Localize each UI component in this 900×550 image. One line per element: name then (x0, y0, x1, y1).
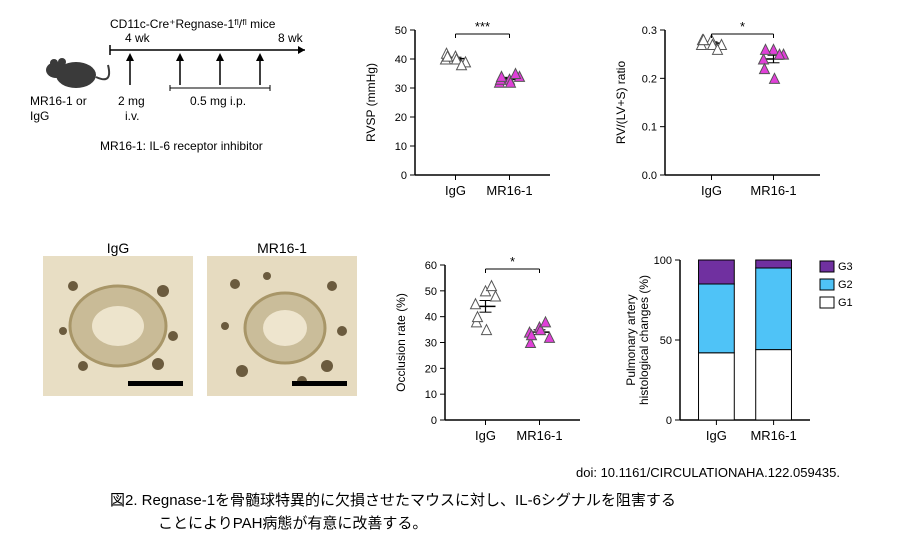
svg-text:0: 0 (401, 170, 407, 182)
svg-text:G3: G3 (838, 261, 853, 273)
svg-text:20: 20 (425, 363, 437, 375)
svg-text:0: 0 (666, 415, 672, 427)
svg-text:IgG: IgG (475, 428, 496, 443)
schematic-title: CD11c-Cre⁺Regnase-1ᶠˡ/ᶠˡ mice (110, 17, 276, 31)
histology-label-igg: IgG (40, 240, 196, 256)
svg-text:IgG: IgG (445, 183, 466, 198)
svg-text:50: 50 (660, 335, 672, 347)
svg-text:MR16-1: MR16-1 (516, 428, 562, 443)
doi-text: doi: 10.1161/CIRCULATIONAHA.122.059435. (576, 465, 840, 480)
dose1-2: i.v. (125, 109, 139, 123)
histology-image-igg (43, 256, 193, 396)
treatment-label-2: IgG (30, 109, 49, 123)
histology-panel: IgG MR16-1 (40, 240, 360, 401)
svg-text:Occlusion rate (%): Occlusion rate (%) (394, 293, 408, 392)
svg-text:MR16-1: MR16-1 (750, 183, 796, 198)
svg-text:G1: G1 (838, 297, 853, 309)
svg-text:G2: G2 (838, 279, 853, 291)
dose-arrows (126, 53, 264, 85)
svg-text:0.3: 0.3 (642, 25, 657, 37)
svg-text:histological changes (%): histological changes (%) (637, 275, 651, 405)
histology-label-mr16: MR16-1 (204, 240, 360, 256)
histology-image-mr16 (207, 256, 357, 396)
svg-text:40: 40 (395, 54, 407, 66)
time-4wk: 4 wk (125, 31, 151, 45)
svg-text:0.0: 0.0 (642, 170, 657, 182)
svg-text:MR16-1: MR16-1 (486, 183, 532, 198)
svg-text:0.2: 0.2 (642, 73, 657, 85)
schematic-note: MR16-1: IL-6 receptor inhibitor (100, 139, 263, 153)
dose2: 0.5 mg i.p. (190, 94, 246, 108)
svg-text:RV/(LV+S) ratio: RV/(LV+S) ratio (614, 61, 628, 145)
svg-text:MR16-1: MR16-1 (750, 428, 796, 443)
svg-text:100: 100 (654, 255, 672, 267)
svg-text:0.1: 0.1 (642, 122, 657, 134)
dose1-1: 2 mg (118, 94, 145, 108)
treatment-label-1: MR16-1 or (30, 94, 87, 108)
mouse-icon (46, 58, 109, 88)
svg-text:IgG: IgG (701, 183, 722, 198)
svg-text:RVSP (mmHg): RVSP (mmHg) (364, 63, 378, 142)
svg-text:*: * (740, 19, 745, 34)
svg-text:60: 60 (425, 260, 437, 272)
occlusion-chart: 0 10 20 30 40 50 60 Occlusion rate (%) IgG MR16-1… (390, 245, 590, 455)
figure-caption: 図2. Regnase-1を骨髄球特異的に欠損させたマウスに対し、IL-6シグナ… (110, 490, 676, 535)
svg-text:30: 30 (425, 338, 437, 350)
rvsp-chart: 0 10 20 30 40 50 RVSP (mmHg) IgG MR16-1 *** (360, 10, 560, 210)
svg-text:10: 10 (395, 141, 407, 153)
svg-text:30: 30 (395, 83, 407, 95)
svg-text:0: 0 (431, 415, 437, 427)
svg-text:50: 50 (425, 286, 437, 298)
caption-line2: ことによりPAH病態が有意に改善する。 (110, 513, 676, 536)
caption-line1: 図2. Regnase-1を骨髄球特異的に欠損させたマウスに対し、IL-6シグナ… (110, 490, 676, 513)
rvratio-chart: 0.0 0.1 0.2 0.3 RV/(LV+S) ratio IgG MR16-1 * (610, 10, 830, 210)
svg-text:10: 10 (425, 389, 437, 401)
scalebar-icon (128, 381, 183, 386)
svg-text:20: 20 (395, 112, 407, 124)
svg-text:50: 50 (395, 25, 407, 37)
svg-text:***: *** (475, 19, 490, 34)
svg-text:*: * (510, 254, 515, 269)
svg-text:Pulmonary artery: Pulmonary artery (624, 294, 638, 385)
stacked-chart: 0 50 100 Pulmonary arteryhistological chang… (620, 250, 880, 450)
svg-text:40: 40 (425, 312, 437, 324)
svg-text:IgG: IgG (706, 428, 727, 443)
schematic-diagram: CD11c-Cre⁺Regnase-1ᶠˡ/ᶠˡ mice 4 wk 8 wk … (30, 10, 330, 170)
time-8wk: 8 wk (278, 31, 304, 45)
scalebar-icon (292, 381, 347, 386)
